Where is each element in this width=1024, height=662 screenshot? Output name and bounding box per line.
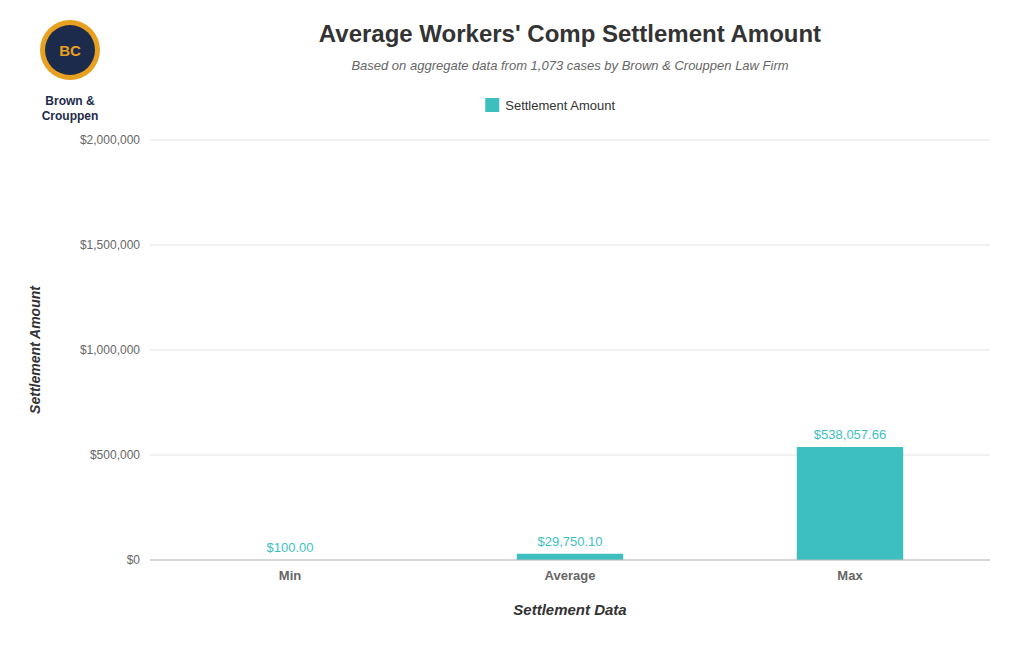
y-axis: $0 $500,000 $1,000,000 $1,500,000 $2,000,000 <box>80 133 990 567</box>
background <box>0 0 1024 662</box>
chart: Average Workers' Comp Settlement Amount B… <box>0 0 1024 662</box>
annotation: BC <box>59 42 81 59</box>
x-axis-label: Settlement Data <box>513 601 626 618</box>
bar <box>517 554 623 560</box>
y-axis-label: Settlement Amount <box>27 285 43 414</box>
x-tick-label: Max <box>837 568 863 583</box>
legend-swatch <box>485 98 499 112</box>
y-tick-label: $0 <box>127 553 141 567</box>
title: Average Workers' Comp Settlement Amount <box>319 20 821 47</box>
bar <box>797 447 903 560</box>
data-labels: $100.00 $29,750.10 $538,057.66 <box>267 427 887 555</box>
logo: BC Brown &Crouppen <box>40 20 100 123</box>
grid-line <box>150 245 990 246</box>
grid-line <box>150 350 990 351</box>
grid-line <box>150 560 990 561</box>
x-tick-label: Min <box>279 568 301 583</box>
y-tick-label: $1,500,000 <box>80 238 140 252</box>
x-tick-label: Average <box>545 568 596 583</box>
data-label: $29,750.10 <box>537 534 602 549</box>
subtitle: Based on aggregate data from 1,073 cases… <box>351 58 788 73</box>
grid-line <box>150 140 990 141</box>
x-axis: Min Average Max <box>150 560 990 583</box>
bars <box>237 447 903 560</box>
legend-label: Settlement Amount <box>505 98 615 113</box>
y-tick-label: $2,000,000 <box>80 133 140 147</box>
data-label: $100.00 <box>267 540 314 555</box>
x-axis-line <box>150 560 990 561</box>
logo-ring <box>40 20 100 80</box>
logo-disc <box>45 25 95 75</box>
y-tick-label: $1,000,000 <box>80 343 140 357</box>
y-tick-label: $500,000 <box>90 448 140 462</box>
legend: Settlement Amount <box>485 98 615 113</box>
data-label: $538,057.66 <box>814 427 886 442</box>
annotation: Brown &Crouppen <box>42 94 99 123</box>
